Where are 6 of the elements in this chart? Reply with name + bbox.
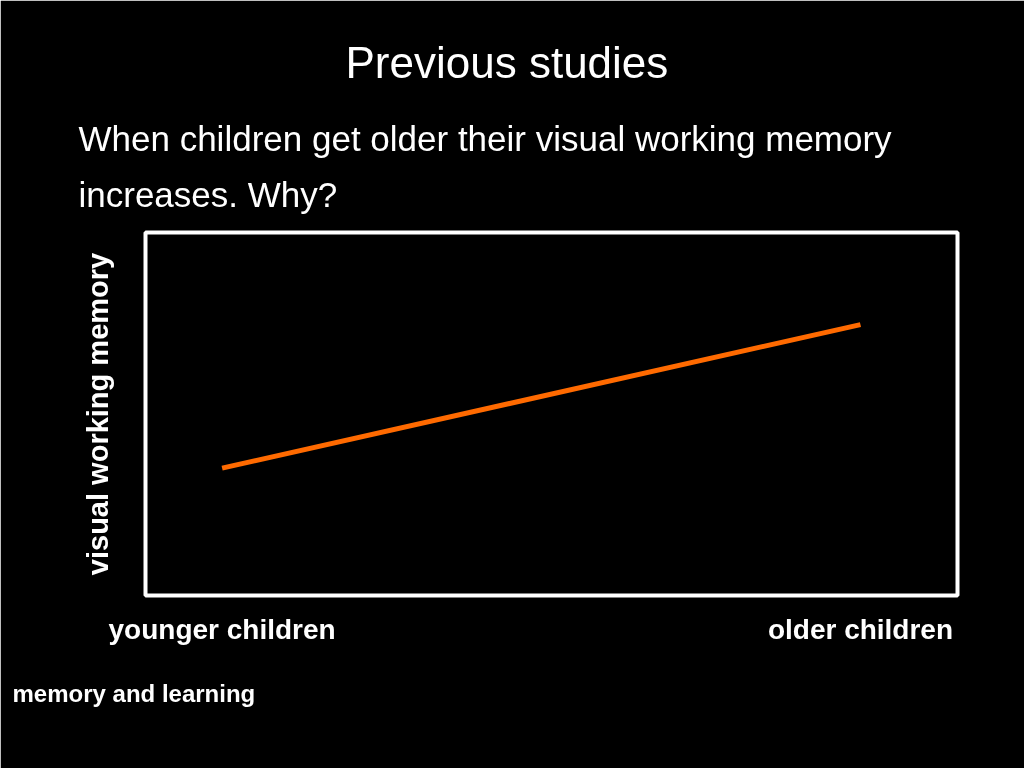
x-tick-label: older children — [767, 613, 954, 645]
chart-title: Previous studies — [345, 37, 669, 87]
chart-subtitle: When children get older their visual working memory increases. Why? — [78, 119, 893, 214]
x-tick-label: younger children — [108, 613, 336, 645]
y-axis-title: visual working memory — [81, 252, 114, 576]
text: memory and learning — [12, 679, 256, 707]
